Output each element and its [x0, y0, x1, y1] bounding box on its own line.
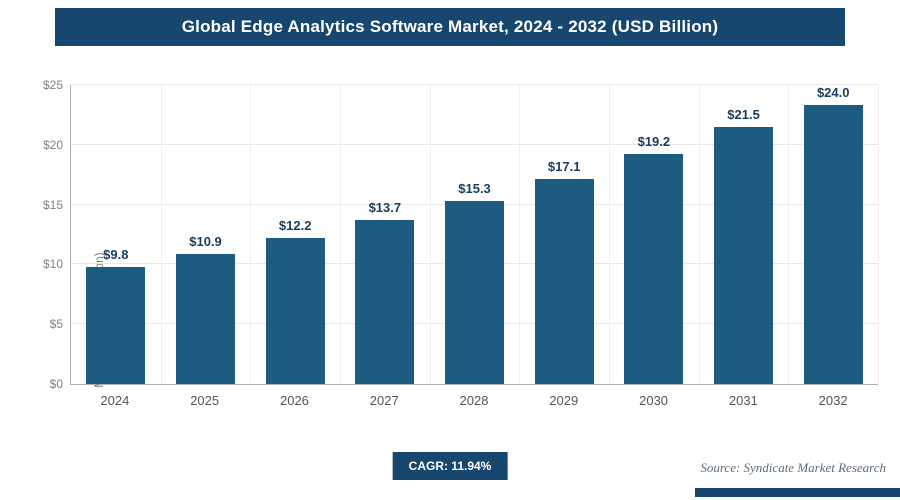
bar-value-label: $9.8 [103, 246, 129, 262]
bar [444, 201, 505, 384]
bar [86, 266, 146, 384]
x-tick-label: 2025 [190, 393, 220, 408]
vertical-gridline [339, 85, 341, 384]
bar-value-label: $19.2 [637, 134, 671, 150]
x-axis-labels: 2024 2025 2026 2027 2028 2029 2030 2031 2032 [70, 393, 878, 408]
x-tick-label: 2028 [459, 393, 489, 408]
vertical-gridline [608, 85, 610, 384]
bar-value-label: $24.0 [816, 85, 850, 100]
x-tick-label: 2031 [728, 393, 758, 408]
plot-area: Market Size (USD Billion) $0$5$10$15$20$… [43, 78, 879, 391]
bar-column: $9.8 [71, 85, 161, 384]
bar-value-label: $12.2 [278, 218, 312, 234]
y-tick-label: $15 [42, 197, 63, 212]
x-tick-label: 2032 [818, 393, 848, 408]
source-attribution: Source: Syndicate Market Research [700, 460, 886, 475]
x-tick-label: 2024 [100, 393, 130, 408]
vertical-gridline [429, 85, 431, 384]
y-tick-label: $0 [49, 377, 63, 391]
bar-value-label: $21.5 [727, 106, 760, 122]
bar-column: $24.0 [788, 85, 878, 384]
vertical-gridline [250, 85, 252, 384]
vertical-gridline [519, 85, 521, 384]
vertical-gridline [878, 85, 879, 384]
bar-column: $10.9 [161, 85, 251, 384]
y-tick-label: $10 [42, 257, 63, 272]
vertical-gridline [788, 85, 790, 384]
bar-column: $12.2 [250, 85, 340, 384]
bar [355, 220, 415, 384]
cagr-badge: CAGR: 11.94% [392, 452, 508, 480]
bar [624, 154, 684, 384]
chart-title-banner: Global Edge Analytics Software Market, 2… [55, 8, 845, 46]
bar-value-label: $17.1 [547, 159, 581, 175]
bar [534, 179, 594, 384]
bar-column: $13.7 [340, 85, 430, 384]
bar [265, 238, 325, 384]
bar-value-label: $10.9 [189, 233, 222, 249]
chart-title: Global Edge Analytics Software Market, 2… [181, 17, 719, 36]
x-tick-label: 2029 [549, 393, 579, 408]
footer-accent-bar [695, 488, 900, 497]
x-tick-label: 2026 [279, 393, 309, 408]
x-tick-label: 2030 [639, 393, 669, 408]
bar-column: $17.1 [519, 85, 609, 384]
bar [713, 126, 774, 384]
bar-column: $15.3 [430, 85, 520, 384]
y-tick-label: $20 [42, 137, 63, 152]
bar-value-label: $13.7 [368, 200, 402, 216]
bar [175, 253, 236, 384]
bar-value-label: $15.3 [458, 181, 491, 197]
x-tick-label: 2027 [369, 393, 399, 408]
vertical-gridline [698, 85, 700, 384]
gridline [71, 143, 878, 145]
vertical-gridline [160, 85, 162, 384]
bar-column: $21.5 [699, 85, 789, 384]
bars-container: $9.8 $10.9 $12.2 $13.7 $15.3 $17.1 $19.2 $21.5 $… [71, 85, 878, 384]
bar [803, 105, 863, 384]
y-tick-label: $5 [49, 317, 63, 332]
bar-column: $19.2 [609, 85, 699, 384]
y-tick-label: $25 [42, 78, 63, 92]
gridline [71, 84, 878, 85]
